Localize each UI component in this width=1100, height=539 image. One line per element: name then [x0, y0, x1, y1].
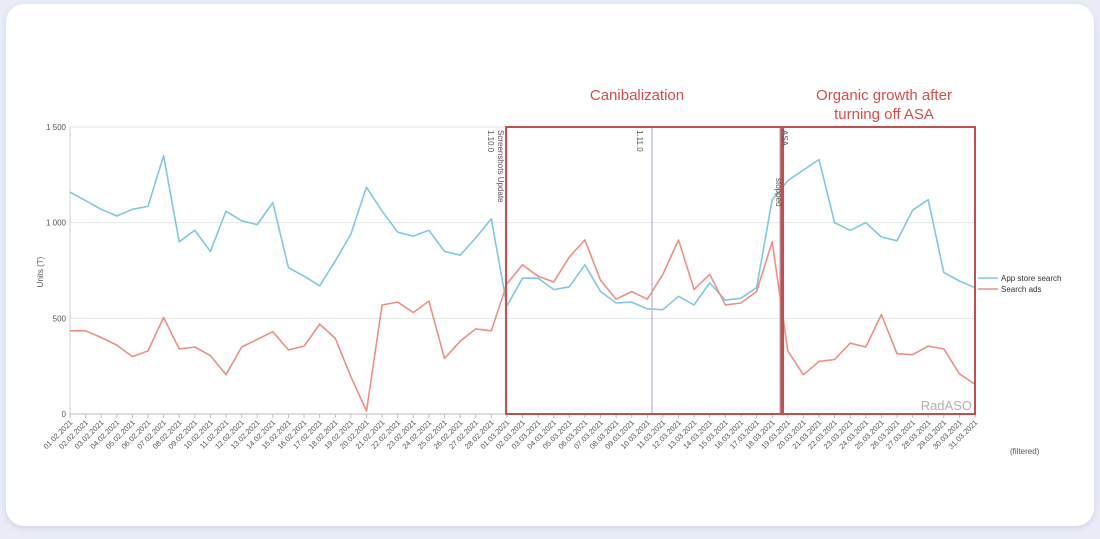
y-tick-label: 500 — [53, 314, 67, 323]
y-axis: 0 500 1 000 1 500 — [46, 123, 71, 419]
asa-label: ASA — [780, 130, 789, 147]
series-lines — [69, 154, 976, 412]
series-line — [69, 154, 976, 311]
y-axis-label: Units (T) — [36, 256, 45, 287]
chart-card — [6, 4, 1094, 526]
canibalization-box — [505, 126, 783, 415]
event-markers — [504, 127, 781, 414]
annotation-labels: Canibalization Organic growth after turn… — [486, 87, 1040, 456]
legend-entry: App store search — [1001, 274, 1061, 283]
grid-lines — [70, 126, 975, 415]
version-1-11-label: 1.11.0 — [635, 130, 644, 152]
organic-growth-label-line2: turning off ASA — [834, 106, 934, 123]
organic-growth-box — [782, 126, 976, 415]
legend-entry: Search ads — [1001, 285, 1041, 294]
x-axis: 01.02.202102.02.202103.02.202104.02.2021… — [42, 413, 979, 451]
organic-growth-label-line1: Organic growth after — [816, 87, 952, 104]
version-1-10-label: 1.10.0 — [486, 130, 495, 153]
y-tick-label: 0 — [62, 410, 67, 419]
filtered-label: (filtered) — [1010, 447, 1040, 456]
highlight-boxes — [505, 126, 976, 415]
y-tick-label: 1 000 — [46, 219, 67, 228]
y-tick-label: 1 500 — [46, 123, 67, 132]
watermark: RadASO — [921, 398, 972, 413]
series-line — [70, 239, 976, 412]
legend: App store search Search ads — [978, 274, 1061, 294]
canibalization-label: Canibalization — [590, 87, 684, 104]
screenshots-update-label: Screenshots Update — [496, 130, 505, 203]
stopped-label: stopped — [774, 178, 783, 206]
